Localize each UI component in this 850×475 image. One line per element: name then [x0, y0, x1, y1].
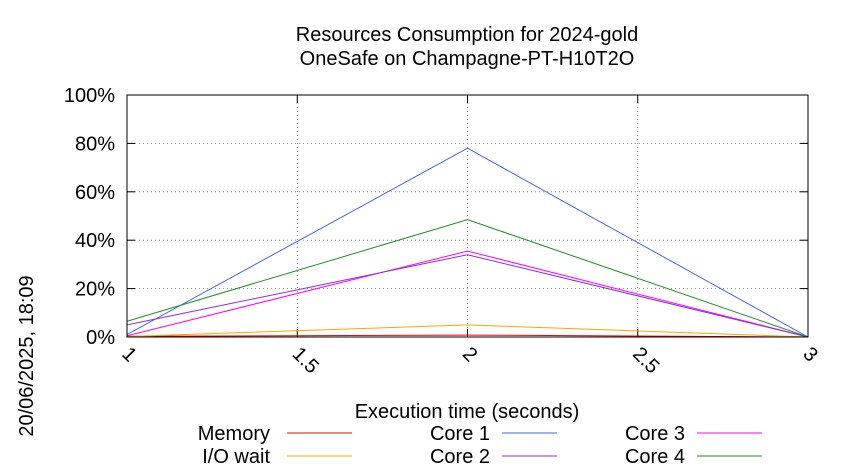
legend-label-core-4: Core 4 — [625, 446, 685, 468]
legend-label-core-3: Core 3 — [625, 423, 685, 445]
y-tick-label: 100% — [64, 85, 115, 107]
series-line-core-2 — [126, 254, 809, 338]
timestamp: 20/06/2025, 18:09 — [16, 275, 38, 436]
series-line-memory — [126, 334, 809, 338]
legend-label-i-o-wait: I/O wait — [202, 446, 270, 468]
plot-frame — [126, 94, 809, 338]
y-tick-label: 20% — [75, 279, 115, 301]
x-tick-label: 1 — [117, 343, 140, 366]
x-axis-label: Execution time (seconds) — [355, 401, 580, 423]
legend-label-core-1: Core 1 — [430, 423, 490, 445]
series-line-core-4 — [126, 219, 809, 338]
chart-title-line-2: OneSafe on Champagne-PT-H10T2O — [300, 48, 635, 70]
series-lines — [126, 147, 809, 338]
series-line-core-1 — [126, 147, 809, 338]
y-tick-label: 0% — [86, 327, 115, 349]
y-tick-label: 40% — [75, 230, 115, 252]
legend-label-memory: Memory — [198, 423, 270, 445]
x-tick-label: 2 — [458, 343, 481, 366]
grid — [127, 95, 808, 337]
y-axis-ticks: 0% 20% 40% 60% 80% 100% — [64, 85, 808, 349]
chart-title-line-1: Resources Consumption for 2024-gold — [296, 24, 638, 46]
series-line-i-o-wait — [126, 324, 809, 338]
x-tick-label: 2.5 — [628, 343, 663, 378]
series-line-core-3 — [126, 250, 809, 338]
y-tick-label: 80% — [75, 133, 115, 155]
legend-label-core-2: Core 2 — [430, 446, 490, 468]
legend: Memory Core 1 Core 3 I/O wait Core 2 Core 4 — [198, 423, 762, 468]
x-tick-label: 3 — [798, 343, 821, 366]
x-tick-label: 1.5 — [288, 343, 323, 378]
y-tick-label: 60% — [75, 182, 115, 204]
